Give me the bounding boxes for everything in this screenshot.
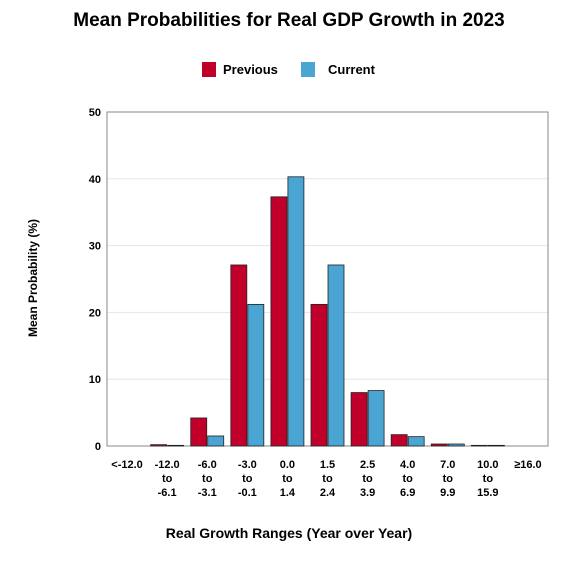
chart-title: Mean Probabilities for Real GDP Growth i… (73, 10, 505, 31)
y-tick-label: 20 (89, 307, 101, 319)
legend: Previous Current (0, 62, 578, 78)
x-tick-label: -12.0 to -6.1 (155, 459, 180, 499)
x-tick-label: 4.0 to 6.9 (400, 459, 415, 499)
bar-previous-4 (270, 196, 288, 447)
y-tick-label: 0 (95, 441, 101, 453)
legend-swatch-previous (202, 62, 216, 77)
x-tick-label: -6.0 to -3.1 (198, 459, 217, 499)
y-tick-label: 50 (89, 107, 101, 119)
bar-current-6 (367, 390, 385, 447)
y-tick-label: 30 (89, 241, 101, 253)
x-axis-label: Real Growth Ranges (Year over Year) (165, 525, 413, 541)
bar-previous-3 (230, 264, 248, 447)
bar-previous-5 (310, 303, 328, 447)
x-tick-label: <-12.0 (111, 459, 143, 471)
bar-previous-6 (350, 392, 368, 447)
bar-current-4 (287, 176, 305, 447)
legend-swatch-current (301, 62, 315, 77)
bar-current-1 (167, 444, 185, 447)
y-tick-label: 10 (89, 374, 101, 386)
legend-label-previous: Previous (223, 62, 278, 77)
x-tick-label: 0.0 to 1.4 (280, 459, 296, 499)
y-tick-label: 40 (89, 174, 101, 186)
bar-previous-1 (150, 444, 168, 447)
bar-current-7 (407, 436, 425, 447)
bar-previous-9 (470, 444, 488, 447)
legend-label-current: Current (328, 62, 375, 77)
bar-current-5 (327, 264, 345, 447)
x-tick-label: 7.0 to 9.9 (440, 459, 455, 499)
x-tick-label: 1.5 to 2.4 (320, 459, 336, 499)
plot-frame (106, 111, 549, 447)
bar-previous-2 (190, 417, 208, 447)
bar-previous-7 (390, 434, 408, 447)
bar-previous-8 (430, 443, 448, 447)
x-tick-label: -3.0 to -0.1 (238, 459, 257, 499)
x-tick-label: ≥16.0 (514, 459, 541, 471)
y-axis-label: Mean Probability (%) (26, 218, 40, 338)
bar-current-3 (247, 303, 265, 447)
bar-current-2 (207, 435, 225, 447)
bar-current-9 (487, 444, 505, 447)
x-tick-label: 10.0 to 15.9 (477, 459, 498, 499)
bar-current-8 (447, 443, 465, 447)
x-tick-label: 2.5 to 3.9 (360, 459, 375, 499)
